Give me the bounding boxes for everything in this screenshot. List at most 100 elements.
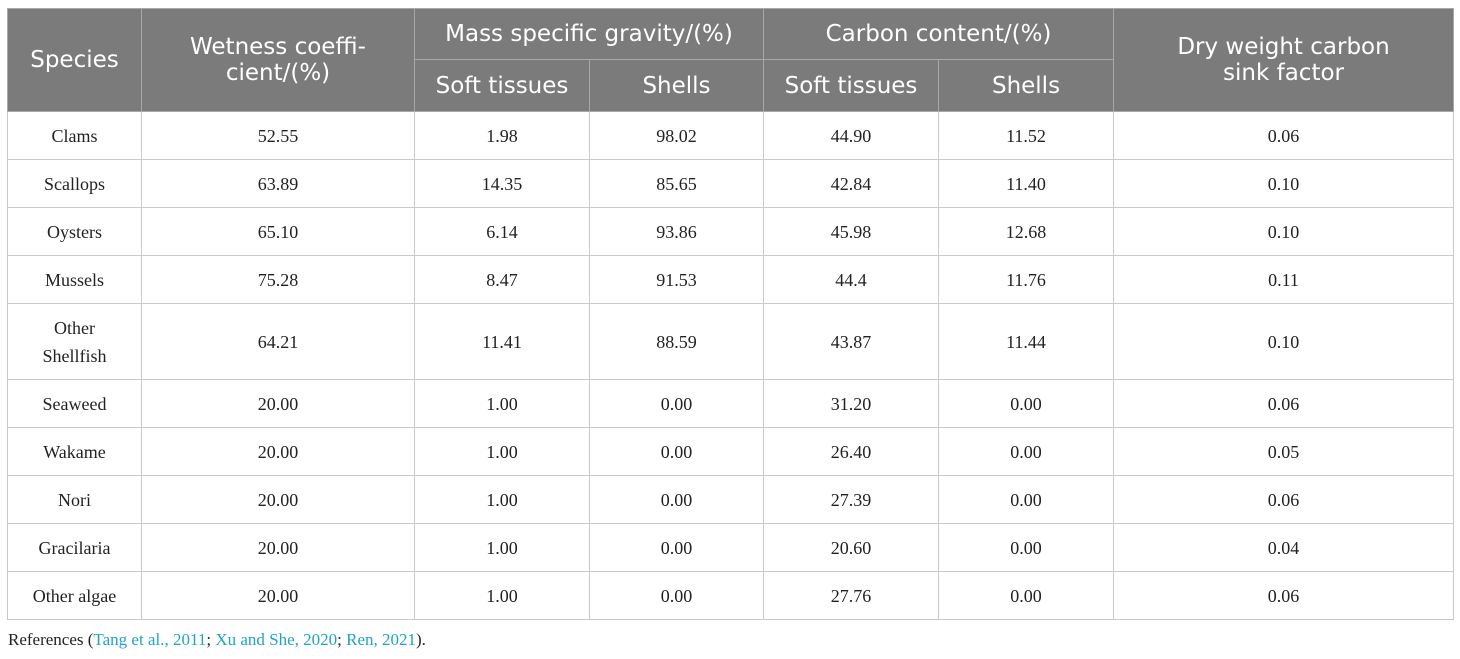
- citation-separator: ;: [206, 630, 216, 649]
- table-row: Gracilaria 20.00 1.00 0.00 20.60 0.00 0.04: [7, 523, 1455, 572]
- cell-wetness: 20.00: [141, 379, 415, 428]
- citation-separator: ;: [337, 630, 347, 649]
- cell-species: Mussels: [7, 255, 142, 304]
- cell-carbon-soft: 31.20: [763, 379, 940, 428]
- cell-mass-shells: 0.00: [588, 379, 765, 428]
- references-suffix: ).: [416, 630, 426, 649]
- table-row: Wakame 20.00 1.00 0.00 26.40 0.00 0.05: [7, 427, 1455, 476]
- cell-carbon-shells: 11.44: [938, 303, 1115, 380]
- cell-dry-weight: 0.06: [1113, 379, 1455, 428]
- table-row: Oysters 65.10 6.14 93.86 45.98 12.68 0.10: [7, 207, 1455, 256]
- cell-mass-shells: 85.65: [588, 159, 765, 208]
- cell-dry-weight: 0.06: [1113, 475, 1455, 524]
- cell-mass-soft: 1.98: [414, 111, 590, 160]
- cell-mass-shells: 0.00: [588, 427, 765, 476]
- cell-wetness: 65.10: [141, 207, 415, 256]
- cell-mass-shells: 93.86: [588, 207, 765, 256]
- cell-dry-weight: 0.06: [1113, 111, 1455, 160]
- citation-link[interactable]: Ren, 2021: [346, 630, 417, 649]
- cell-dry-weight: 0.11: [1113, 255, 1455, 304]
- cell-carbon-shells: 0.00: [938, 427, 1115, 476]
- cell-mass-soft: 1.00: [414, 427, 590, 476]
- citation-link[interactable]: Tang et al., 2011: [93, 630, 207, 649]
- cell-dry-weight: 0.04: [1113, 523, 1455, 572]
- cell-species: Gracilaria: [7, 523, 142, 572]
- cell-mass-shells: 91.53: [588, 255, 765, 304]
- header-wetness-coefficient: Wetness coeffi-cient/(%): [141, 8, 415, 112]
- cell-mass-soft: 8.47: [414, 255, 590, 304]
- cell-carbon-shells: 0.00: [938, 571, 1115, 620]
- data-table: Species Wetness coeffi-cient/(%) Mass sp…: [7, 8, 1455, 620]
- cell-dry-weight: 0.05: [1113, 427, 1455, 476]
- citation-link[interactable]: Xu and She, 2020: [215, 630, 338, 649]
- cell-dry-weight: 0.06: [1113, 571, 1455, 620]
- cell-species: Seaweed: [7, 379, 142, 428]
- cell-species: Wakame: [7, 427, 142, 476]
- table-row: Mussels 75.28 8.47 91.53 44.4 11.76 0.11: [7, 255, 1455, 304]
- cell-carbon-shells: 0.00: [938, 379, 1115, 428]
- cell-wetness: 20.00: [141, 523, 415, 572]
- cell-mass-soft: 1.00: [414, 379, 590, 428]
- cell-carbon-shells: 0.00: [938, 475, 1115, 524]
- cell-species: Oysters: [7, 207, 142, 256]
- cell-dry-weight: 0.10: [1113, 207, 1455, 256]
- cell-mass-soft: 11.41: [414, 303, 590, 380]
- cell-carbon-shells: 11.52: [938, 111, 1115, 160]
- cell-mass-soft: 6.14: [414, 207, 590, 256]
- table-body: Clams 52.55 1.98 98.02 44.90 11.52 0.06 Scallop…: [7, 111, 1455, 620]
- cell-species: Clams: [7, 111, 142, 160]
- cell-carbon-shells: 12.68: [938, 207, 1115, 256]
- cell-carbon-soft: 42.84: [763, 159, 940, 208]
- table-header: Species Wetness coeffi-cient/(%) Mass sp…: [7, 8, 1455, 112]
- header-species: Species: [7, 8, 142, 112]
- header-carbon-shells: Shells: [938, 59, 1115, 112]
- cell-mass-soft: 1.00: [414, 523, 590, 572]
- cell-carbon-soft: 26.40: [763, 427, 940, 476]
- references-note: References (Tang et al., 2011; Xu and Sh…: [8, 630, 426, 650]
- cell-carbon-soft: 20.60: [763, 523, 940, 572]
- table-row: Nori 20.00 1.00 0.00 27.39 0.00 0.06: [7, 475, 1455, 524]
- cell-mass-shells: 98.02: [588, 111, 765, 160]
- cell-mass-shells: 88.59: [588, 303, 765, 380]
- cell-carbon-soft: 27.39: [763, 475, 940, 524]
- cell-species: Other algae: [7, 571, 142, 620]
- cell-carbon-shells: 11.76: [938, 255, 1115, 304]
- cell-mass-shells: 0.00: [588, 523, 765, 572]
- cell-carbon-shells: 11.40: [938, 159, 1115, 208]
- cell-dry-weight: 0.10: [1113, 159, 1455, 208]
- header-mass-shells: Shells: [588, 59, 765, 112]
- cell-carbon-soft: 45.98: [763, 207, 940, 256]
- cell-mass-shells: 0.00: [588, 475, 765, 524]
- header-mass-specific-gravity: Mass specific gravity/(%): [413, 8, 765, 60]
- cell-carbon-soft: 44.4: [763, 255, 940, 304]
- header-mass-soft-tissues: Soft tissues: [414, 59, 590, 112]
- cell-wetness: 20.00: [141, 571, 415, 620]
- cell-wetness: 64.21: [141, 303, 415, 380]
- references-prefix: References (: [8, 630, 94, 649]
- cell-species: Scallops: [7, 159, 142, 208]
- cell-dry-weight: 0.10: [1113, 303, 1455, 380]
- cell-mass-soft: 1.00: [414, 475, 590, 524]
- header-dry-weight-carbon-sink-factor: Dry weight carbon sink factor: [1113, 8, 1455, 112]
- table-row: Scallops 63.89 14.35 85.65 42.84 11.40 0.10: [7, 159, 1455, 208]
- header-carbon-content: Carbon content/(%): [763, 8, 1115, 60]
- cell-mass-shells: 0.00: [588, 571, 765, 620]
- table-row: Other Shellfish 64.21 11.41 88.59 43.87 11.44…: [7, 303, 1455, 380]
- cell-wetness: 20.00: [141, 475, 415, 524]
- cell-mass-soft: 1.00: [414, 571, 590, 620]
- cell-wetness: 63.89: [141, 159, 415, 208]
- cell-wetness: 20.00: [141, 427, 415, 476]
- cell-carbon-soft: 44.90: [763, 111, 940, 160]
- table-row: Clams 52.55 1.98 98.02 44.90 11.52 0.06: [7, 111, 1455, 160]
- header-carbon-soft-tissues: Soft tissues: [763, 59, 940, 112]
- cell-carbon-soft: 27.76: [763, 571, 940, 620]
- table-row: Seaweed 20.00 1.00 0.00 31.20 0.00 0.06: [7, 379, 1455, 428]
- cell-wetness: 52.55: [141, 111, 415, 160]
- table-row: Other algae 20.00 1.00 0.00 27.76 0.00 0.06: [7, 571, 1455, 620]
- cell-species: Other Shellfish: [7, 303, 142, 380]
- cell-species: Nori: [7, 475, 142, 524]
- cell-mass-soft: 14.35: [414, 159, 590, 208]
- cell-wetness: 75.28: [141, 255, 415, 304]
- cell-carbon-shells: 0.00: [938, 523, 1115, 572]
- cell-carbon-soft: 43.87: [763, 303, 940, 380]
